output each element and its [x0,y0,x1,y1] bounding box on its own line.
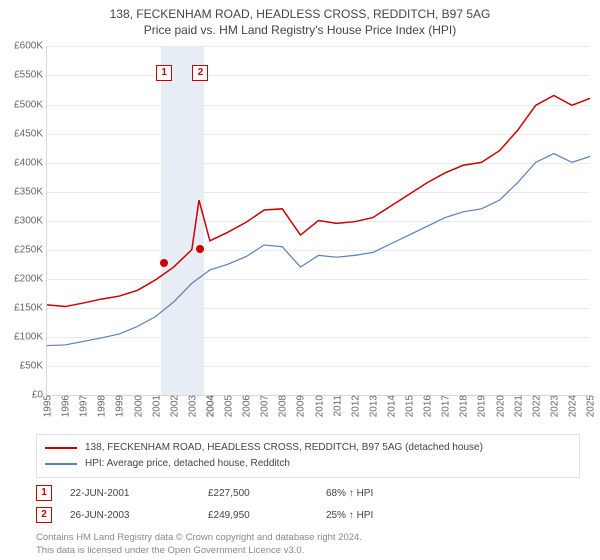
sale-marker-box: 2 [36,507,52,523]
x-tick-label: 1999 [113,395,126,417]
legend-label: 138, FECKENHAM ROAD, HEADLESS CROSS, RED… [85,440,483,456]
x-tick-label: 2022 [529,395,542,417]
x-tick-label: 2017 [439,395,452,417]
y-tick-label: £100K [1,332,47,343]
price-chart: £0£50K£100K£150K£200K£250K£300K£350K£400… [46,46,590,396]
sale-marker-1: 1 [156,65,172,81]
x-tick-label: 2023 [547,395,560,417]
x-tick-label: 2010 [312,395,325,417]
sale-delta: 68% ↑ HPI [326,488,426,499]
y-tick-label: £550K [1,70,47,81]
x-tick-label: 2001 [149,395,162,417]
x-tick-label: 2000 [131,395,144,417]
sale-dot-2 [196,245,204,253]
x-tick-label: 2005 [222,395,235,417]
y-tick-label: £250K [1,244,47,255]
series-blue [47,154,590,346]
x-tick-label: 2006 [240,395,253,417]
chart-lines [47,46,590,395]
legend-row: 138, FECKENHAM ROAD, HEADLESS CROSS, RED… [45,440,571,456]
sale-delta: 25% ↑ HPI [326,510,426,521]
x-tick-label: 2011 [330,395,343,417]
x-tick-label: 2002 [167,395,180,417]
legend: 138, FECKENHAM ROAD, HEADLESS CROSS, RED… [36,434,580,478]
x-tick-label: 2007 [258,395,271,417]
x-tick-label: 2018 [457,395,470,417]
y-tick-label: £50K [1,361,47,372]
y-tick-label: £150K [1,303,47,314]
chart-title: 138, FECKENHAM ROAD, HEADLESS CROSS, RED… [0,0,600,38]
title-line2: Price paid vs. HM Land Registry's House … [0,22,600,38]
x-tick-label: 2016 [421,395,434,417]
sales-table: 1 22-JUN-2001 £227,500 68% ↑ HPI 2 26-JU… [36,482,580,526]
sale-price: £227,500 [208,488,308,499]
x-tick-label: 1995 [41,395,54,417]
legend-row: HPI: Average price, detached house, Redd… [45,456,571,472]
x-tick-label: 2015 [403,395,416,417]
legend-swatch [45,463,77,465]
x-tick-label: 2014 [384,395,397,417]
sale-marker-box: 1 [36,485,52,501]
series-red [47,96,590,307]
x-tick-label: 2009 [294,395,307,417]
sale-price: £249,950 [208,510,308,521]
sale-row: 2 26-JUN-2003 £249,950 25% ↑ HPI [36,504,580,526]
x-tick-label: 2003 [185,395,198,417]
sale-row: 1 22-JUN-2001 £227,500 68% ↑ HPI [36,482,580,504]
footer-attribution: Contains HM Land Registry data © Crown c… [36,532,580,558]
x-tick-label: 2004 [203,395,216,417]
y-tick-label: £600K [1,41,47,52]
x-tick-label: 2024 [565,395,578,417]
legend-swatch [45,447,77,449]
x-tick-label: 2013 [366,395,379,417]
y-tick-label: £300K [1,215,47,226]
footer-line1: Contains HM Land Registry data © Crown c… [36,532,580,545]
y-tick-label: £500K [1,99,47,110]
title-line1: 138, FECKENHAM ROAD, HEADLESS CROSS, RED… [0,6,600,22]
sale-date: 26-JUN-2003 [70,510,190,521]
y-tick-label: £450K [1,128,47,139]
x-tick-label: 1996 [59,395,72,417]
x-tick-label: 1997 [77,395,90,417]
x-tick-label: 2019 [475,395,488,417]
x-tick-label: 2021 [511,395,524,417]
sale-marker-2: 2 [192,65,208,81]
legend-label: HPI: Average price, detached house, Redd… [85,456,290,472]
x-tick-label: 2020 [493,395,506,417]
y-tick-label: £350K [1,186,47,197]
footer-line2: This data is licensed under the Open Gov… [36,545,580,558]
sale-date: 22-JUN-2001 [70,488,190,499]
x-tick-label: 2025 [584,395,597,417]
sale-dot-1 [160,259,168,267]
x-tick-label: 1998 [95,395,108,417]
x-tick-label: 2012 [348,395,361,417]
y-tick-label: £200K [1,274,47,285]
y-tick-label: £400K [1,157,47,168]
x-tick-label: 2008 [276,395,289,417]
